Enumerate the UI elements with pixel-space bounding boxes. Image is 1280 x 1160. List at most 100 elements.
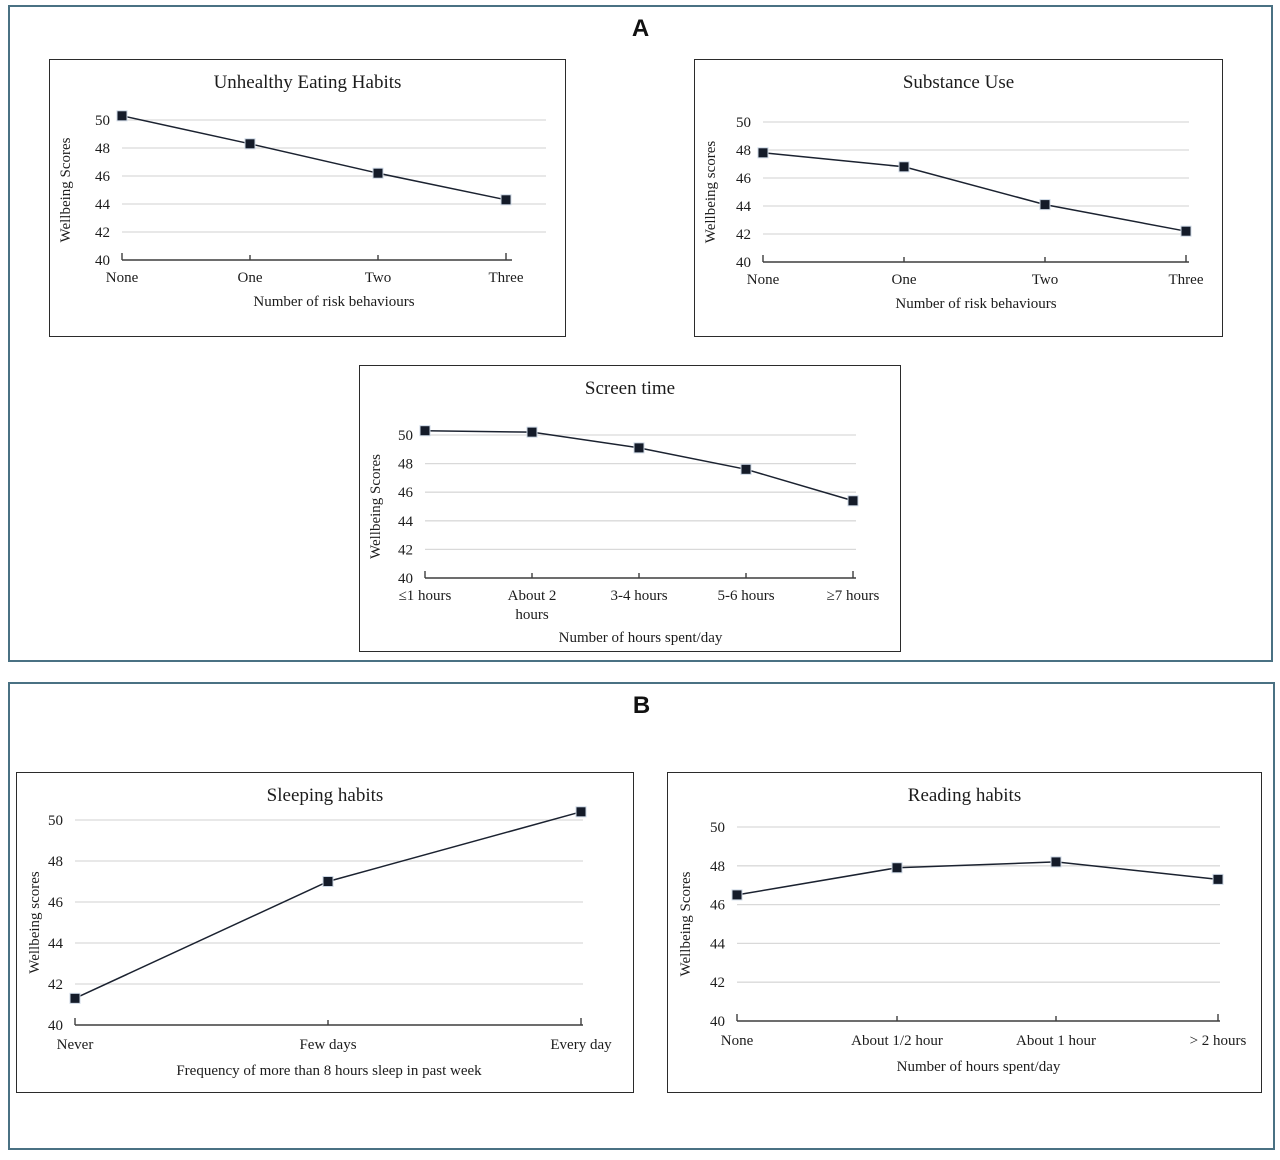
x-tick-label: About 2 xyxy=(508,588,557,604)
x-tick-labels: None One Two Three xyxy=(106,270,524,286)
gridlines xyxy=(75,819,583,985)
y-tick-label: 48 xyxy=(95,141,110,157)
x-axis xyxy=(74,1018,583,1026)
x-tick-labels: ≤1 hours About 2 hours 3-4 hours 5-6 hours ≥7… xyxy=(399,588,880,623)
y-tick-labels: 40 42 44 46 48 50 xyxy=(736,115,752,271)
y-tick-label: 40 xyxy=(710,1014,725,1030)
chart-substance-use: Substance Use 40 42 44 46 48 50 Wellbeing score… xyxy=(694,59,1223,337)
chart-title: Reading habits xyxy=(908,785,1021,806)
x-axis xyxy=(424,571,856,579)
gridlines xyxy=(122,119,546,233)
chart-screen-time: Screen time 40 42 44 46 48 50 Wellbeing Scores ≤… xyxy=(359,365,901,652)
x-tick-label: None xyxy=(721,1033,754,1049)
y-tick-label: 42 xyxy=(710,975,725,991)
data-point-marker xyxy=(575,806,587,818)
data-point-marker xyxy=(1050,856,1062,868)
y-tick-label: 40 xyxy=(736,255,751,271)
chart-canvas-unhealthy-eating-habits: Unhealthy Eating Habits 40 42 44 46 48 50 Wellb… xyxy=(58,72,546,310)
x-tick-label: One xyxy=(892,272,917,288)
x-axis-title: Frequency of more than 8 hours sleep in … xyxy=(176,1063,482,1079)
y-tick-label: 44 xyxy=(398,514,414,530)
x-tick-label: > 2 hours xyxy=(1190,1033,1247,1049)
y-axis-title: Wellbeing scores xyxy=(703,141,719,244)
x-tick-label: None xyxy=(747,272,780,288)
y-tick-label: 42 xyxy=(736,227,751,243)
y-tick-label: 44 xyxy=(710,936,726,952)
y-tick-label: 44 xyxy=(48,936,64,952)
x-axis xyxy=(121,253,512,261)
data-point-marker xyxy=(1180,225,1192,237)
x-tick-label: hours xyxy=(515,607,548,623)
data-point-marker xyxy=(847,495,859,507)
data-point-marker xyxy=(1212,873,1224,885)
y-tick-label: 42 xyxy=(95,225,110,241)
x-tick-label: ≥7 hours xyxy=(827,588,880,604)
data-point-marker xyxy=(898,161,910,173)
y-tick-label: 42 xyxy=(398,542,413,558)
data-point-marker xyxy=(740,463,752,475)
gridlines xyxy=(425,434,856,551)
x-tick-label: Every day xyxy=(550,1037,612,1053)
panel-a-label: A xyxy=(631,15,650,42)
y-tick-label: 44 xyxy=(736,199,752,215)
y-axis-title: Wellbeing Scores xyxy=(58,137,74,242)
y-tick-label: 48 xyxy=(398,457,413,473)
data-point-markers xyxy=(731,856,1224,901)
y-tick-labels: 40 42 44 46 48 50 xyxy=(710,820,726,1030)
y-tick-label: 50 xyxy=(48,813,63,829)
x-axis-title: Number of risk behaviours xyxy=(895,296,1056,312)
x-axis-title: Number of hours spent/day xyxy=(897,1059,1061,1075)
data-point-marker xyxy=(419,425,431,437)
y-tick-label: 46 xyxy=(398,485,414,501)
x-tick-label: Two xyxy=(365,270,391,286)
x-tick-labels: None About 1/2 hour About 1 hour > 2 hours xyxy=(721,1033,1247,1049)
chart-canvas-substance-use: Substance Use 40 42 44 46 48 50 Wellbeing score… xyxy=(703,72,1204,312)
data-point-marker xyxy=(731,889,743,901)
x-axis xyxy=(762,255,1189,263)
gridlines xyxy=(763,121,1189,235)
series-line xyxy=(121,115,507,201)
data-point-marker xyxy=(322,876,334,887)
y-tick-label: 42 xyxy=(48,977,63,993)
series-line xyxy=(74,811,582,1000)
chart-canvas-sleeping-habits: Sleeping habits 40 42 44 46 48 50 Wellbeing sco… xyxy=(27,785,612,1079)
data-point-marker xyxy=(116,110,128,122)
panel-a: A Unhealthy Eating Habits 40 42 44 46 48 50 Wel… xyxy=(8,5,1273,662)
series-line xyxy=(736,861,1219,896)
y-tick-label: 46 xyxy=(736,171,752,187)
data-point-marker xyxy=(1039,199,1051,211)
data-point-marker xyxy=(757,147,769,159)
chart-title: Sleeping habits xyxy=(267,785,384,806)
x-tick-labels: Never Few days Every day xyxy=(57,1037,612,1053)
x-tick-label: 3-4 hours xyxy=(610,588,667,604)
data-point-markers xyxy=(757,147,1192,237)
x-tick-labels: None One Two Three xyxy=(747,272,1204,288)
y-tick-labels: 40 42 44 46 48 50 xyxy=(398,428,414,587)
y-tick-label: 50 xyxy=(95,113,110,129)
x-tick-label: About 1 hour xyxy=(1016,1033,1096,1049)
data-point-marker xyxy=(372,167,384,179)
chart-sleeping-habits: Sleeping habits 40 42 44 46 48 50 Wellbeing sco… xyxy=(16,772,634,1093)
x-tick-label: Few days xyxy=(299,1037,356,1053)
data-point-marker xyxy=(244,138,256,150)
chart-unhealthy-eating-habits: Unhealthy Eating Habits 40 42 44 46 48 50 Wellb… xyxy=(49,59,566,337)
chart-title: Substance Use xyxy=(903,72,1014,93)
x-tick-label: ≤1 hours xyxy=(399,588,452,604)
data-point-markers xyxy=(69,806,587,1004)
data-point-markers xyxy=(419,425,859,507)
x-axis xyxy=(736,1014,1220,1022)
data-point-marker xyxy=(891,862,903,874)
data-point-marker xyxy=(500,194,512,206)
y-axis-title: Wellbeing scores xyxy=(27,871,43,974)
y-axis-title: Wellbeing Scores xyxy=(368,454,384,559)
data-point-marker xyxy=(526,426,538,438)
x-tick-label: One xyxy=(238,270,263,286)
y-tick-labels: 40 42 44 46 48 50 xyxy=(95,113,111,269)
y-tick-label: 40 xyxy=(398,571,413,587)
y-tick-labels: 40 42 44 46 48 50 xyxy=(48,813,64,1034)
panel-b: B Sleeping habits 40 42 44 46 48 50 Wellbeing s… xyxy=(8,682,1275,1150)
series-line xyxy=(424,429,854,502)
chart-title: Unhealthy Eating Habits xyxy=(214,72,402,93)
y-axis-title: Wellbeing Scores xyxy=(678,871,694,976)
chart-title: Screen time xyxy=(585,378,675,399)
